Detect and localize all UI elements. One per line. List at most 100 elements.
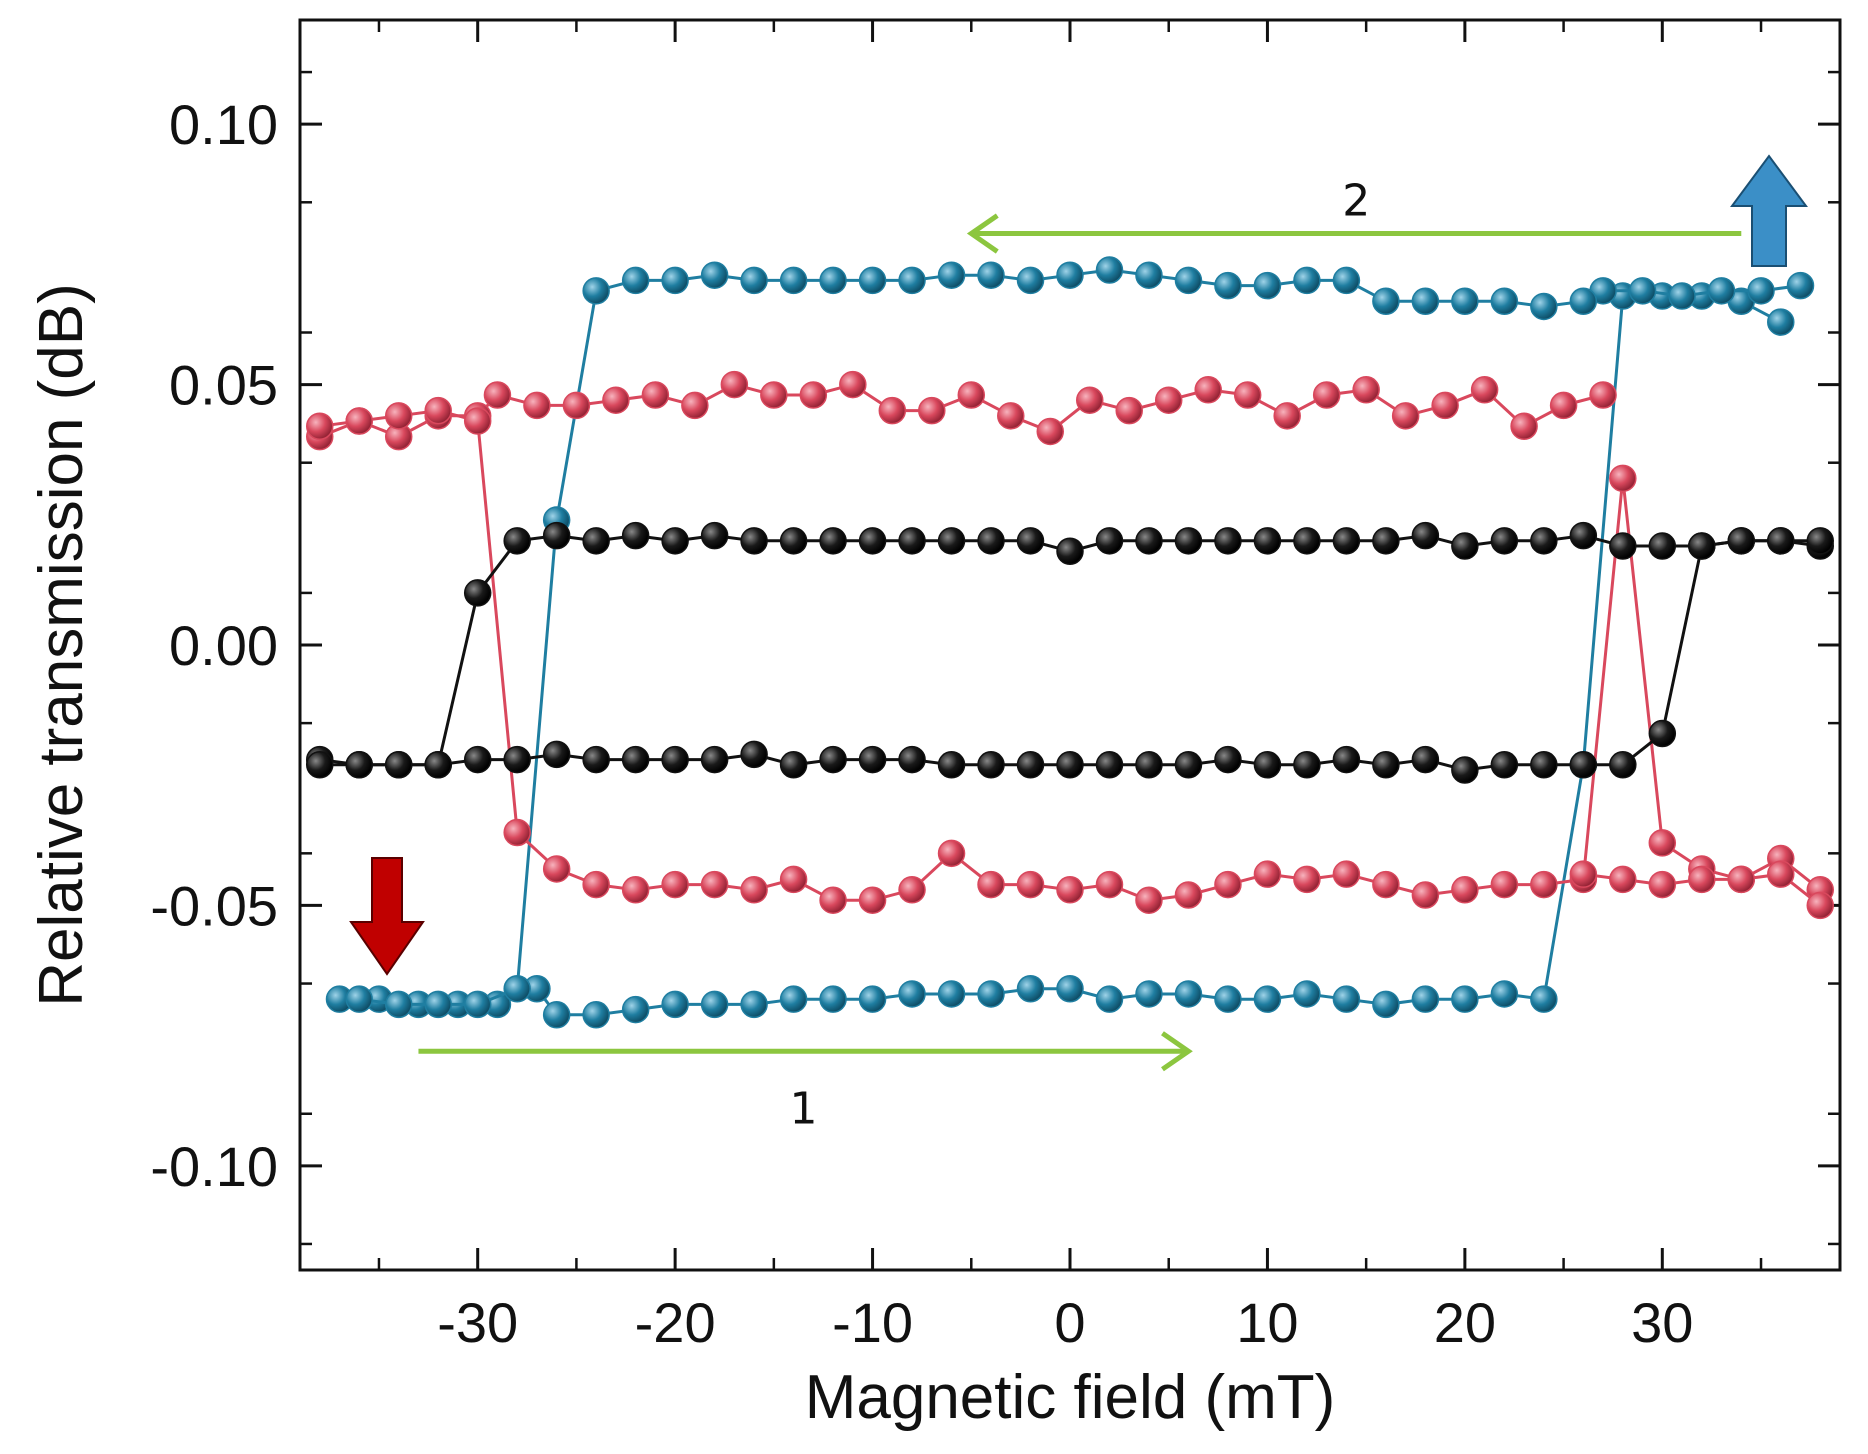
data-point xyxy=(819,745,847,774)
x-tick-label: 30 xyxy=(1631,1291,1693,1354)
data-point xyxy=(1214,527,1242,555)
data-point xyxy=(1293,527,1321,555)
data-point xyxy=(700,521,729,550)
data-point xyxy=(1233,381,1262,409)
data-point xyxy=(542,521,571,550)
data-point xyxy=(1372,527,1400,555)
data-point xyxy=(1352,376,1380,404)
data-point xyxy=(1174,881,1203,909)
series-blue-reverse xyxy=(345,256,1815,1019)
data-point xyxy=(602,386,630,414)
data-point xyxy=(1648,829,1677,857)
data-point xyxy=(1016,527,1045,555)
data-point xyxy=(1609,865,1637,894)
data-point xyxy=(1016,975,1045,1003)
data-point xyxy=(1016,870,1045,899)
data-point xyxy=(1451,985,1479,1013)
data-point xyxy=(740,990,768,1019)
data-point xyxy=(1135,751,1163,779)
data-point xyxy=(1174,527,1203,555)
y-tick-label: -0.10 xyxy=(150,1135,278,1198)
data-point xyxy=(1451,532,1479,560)
data-point xyxy=(1767,860,1795,888)
x-tick-label: -30 xyxy=(437,1291,518,1354)
data-point xyxy=(898,266,926,295)
data-point xyxy=(1075,386,1104,414)
data-point xyxy=(503,745,531,774)
data-point xyxy=(1016,266,1045,295)
data-point xyxy=(819,266,847,295)
data-point xyxy=(345,407,373,435)
data-point xyxy=(1095,527,1124,555)
data-point xyxy=(1174,266,1203,295)
data-point xyxy=(424,396,452,425)
data-point xyxy=(1451,876,1479,904)
data-point xyxy=(1391,402,1420,430)
data-point xyxy=(858,745,887,774)
data-point xyxy=(1530,292,1558,321)
data-point xyxy=(1293,865,1321,894)
data-point xyxy=(1609,751,1637,779)
data-point xyxy=(1569,751,1598,779)
data-point xyxy=(1036,417,1065,446)
data-point xyxy=(424,751,452,779)
data-point xyxy=(424,990,452,1019)
data-point xyxy=(1490,527,1519,555)
data-point xyxy=(819,886,847,914)
x-tick-label: 10 xyxy=(1236,1291,1298,1354)
data-point xyxy=(483,381,512,409)
data-point xyxy=(977,261,1005,289)
data-point xyxy=(1648,719,1677,748)
data-point xyxy=(1549,391,1578,420)
data-point xyxy=(1767,527,1795,555)
data-point xyxy=(661,527,689,555)
data-point xyxy=(1411,745,1440,774)
data-point xyxy=(898,527,926,555)
direction-arrow-1-head xyxy=(1161,1031,1193,1072)
data-point xyxy=(1628,277,1657,305)
data-point xyxy=(1707,277,1736,305)
data-point xyxy=(305,412,334,440)
data-point xyxy=(1253,271,1282,300)
data-point xyxy=(779,527,808,555)
data-point xyxy=(1056,537,1084,565)
data-point xyxy=(819,527,847,555)
series-line xyxy=(319,382,1604,439)
data-point xyxy=(858,886,887,914)
data-point xyxy=(898,876,926,904)
data-point xyxy=(661,870,689,899)
data-point xyxy=(760,381,788,409)
data-point xyxy=(384,751,413,779)
data-point xyxy=(937,261,966,289)
data-point xyxy=(1490,980,1519,1008)
data-point xyxy=(1648,870,1677,899)
data-point xyxy=(1293,266,1321,295)
data-point xyxy=(779,751,808,779)
data-series xyxy=(305,256,1835,1029)
data-point xyxy=(1056,975,1084,1003)
data-point xyxy=(740,527,768,555)
direction-arrow-2-head xyxy=(966,213,999,254)
direction-label-2: 2 xyxy=(1342,176,1370,227)
data-point xyxy=(1530,870,1558,899)
data-point xyxy=(1174,751,1203,779)
data-point xyxy=(463,745,492,774)
data-point xyxy=(937,527,966,555)
data-point xyxy=(384,990,413,1019)
data-point xyxy=(1490,870,1519,899)
data-point xyxy=(937,839,966,868)
data-point xyxy=(878,396,907,425)
data-point xyxy=(1688,865,1716,894)
data-point xyxy=(977,980,1005,1008)
data-point xyxy=(661,745,689,774)
data-point xyxy=(1135,527,1163,555)
data-point xyxy=(1154,386,1183,414)
data-point xyxy=(1451,756,1479,784)
data-point xyxy=(1174,980,1203,1008)
data-point xyxy=(345,751,373,779)
data-point xyxy=(1273,402,1301,430)
data-point xyxy=(1214,745,1242,774)
data-point xyxy=(1332,860,1361,888)
data-point xyxy=(1372,990,1400,1019)
